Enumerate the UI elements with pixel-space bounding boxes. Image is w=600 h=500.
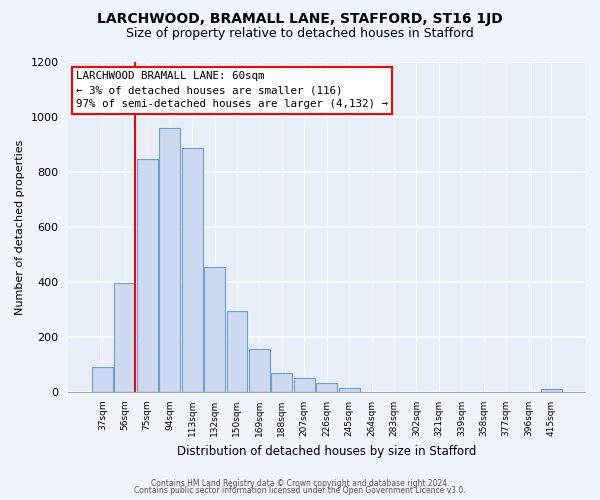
Bar [316, 384, 337, 392]
Text: LARCHWOOD, BRAMALL LANE, STAFFORD, ST16 1JD: LARCHWOOD, BRAMALL LANE, STAFFORD, ST16 … [97, 12, 503, 26]
X-axis label: Distribution of detached houses by size in Stafford: Distribution of detached houses by size … [177, 444, 476, 458]
Bar [249, 348, 270, 392]
Text: Contains public sector information licensed under the Open Government Licence v3: Contains public sector information licen… [134, 486, 466, 495]
Bar [159, 128, 180, 392]
Bar [294, 378, 314, 392]
Bar [227, 311, 247, 392]
Bar [541, 390, 562, 392]
Text: LARCHWOOD BRAMALL LANE: 60sqm
← 3% of detached houses are smaller (116)
97% of s: LARCHWOOD BRAMALL LANE: 60sqm ← 3% of de… [76, 72, 388, 110]
Bar [92, 368, 113, 392]
Bar [204, 267, 225, 392]
Bar [137, 160, 158, 392]
Bar [115, 284, 135, 392]
Bar [271, 374, 292, 392]
Text: Contains HM Land Registry data © Crown copyright and database right 2024.: Contains HM Land Registry data © Crown c… [151, 478, 449, 488]
Bar [339, 388, 359, 392]
Bar [182, 148, 203, 392]
Text: Size of property relative to detached houses in Stafford: Size of property relative to detached ho… [126, 28, 474, 40]
Y-axis label: Number of detached properties: Number of detached properties [15, 139, 25, 314]
